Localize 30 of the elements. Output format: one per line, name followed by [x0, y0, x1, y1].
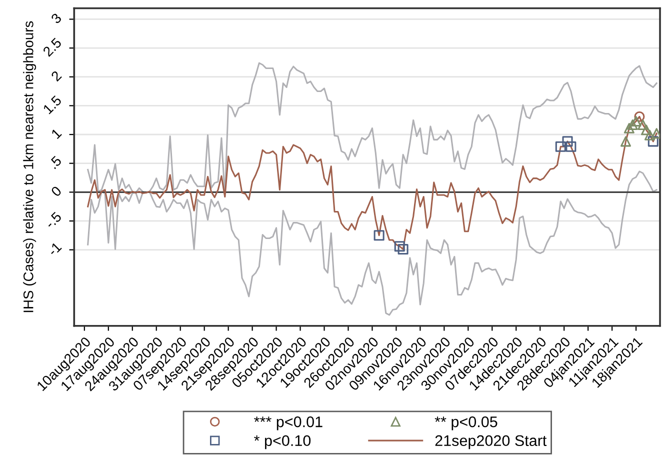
y-tick-label: -1	[47, 242, 62, 256]
point	[394, 241, 405, 252]
y-axis-title: IHS (Cases) relative to 1km nearest neighbours	[23, 21, 36, 312]
point	[651, 128, 660, 139]
y-tick-label: 2	[50, 70, 62, 82]
point	[562, 136, 573, 147]
point	[566, 141, 576, 152]
point	[620, 136, 632, 147]
point	[641, 124, 652, 136]
point	[630, 116, 642, 127]
y-tick-label: .5	[48, 155, 62, 170]
point	[624, 122, 634, 134]
point	[634, 111, 645, 122]
point	[638, 119, 648, 130]
point	[398, 244, 408, 254]
y-tick-label: 0	[50, 185, 62, 198]
point	[627, 119, 638, 130]
y-tick-label: 2.5	[42, 37, 62, 58]
y-tick-label: 1.5	[42, 95, 62, 114]
legend-label: 21sep2020 Start	[435, 435, 547, 450]
point	[374, 230, 384, 241]
point	[648, 136, 658, 147]
legend-label: *** p<0.01	[254, 416, 322, 430]
y-tick-label: 1	[50, 128, 62, 140]
legend-label: * p<0.10	[254, 435, 311, 450]
y-tick-label: -.5	[44, 211, 62, 229]
point	[555, 141, 566, 152]
point	[644, 130, 655, 140]
legend-label: ** p<0.05	[434, 416, 498, 430]
y-tick-label: 3	[50, 12, 62, 24]
